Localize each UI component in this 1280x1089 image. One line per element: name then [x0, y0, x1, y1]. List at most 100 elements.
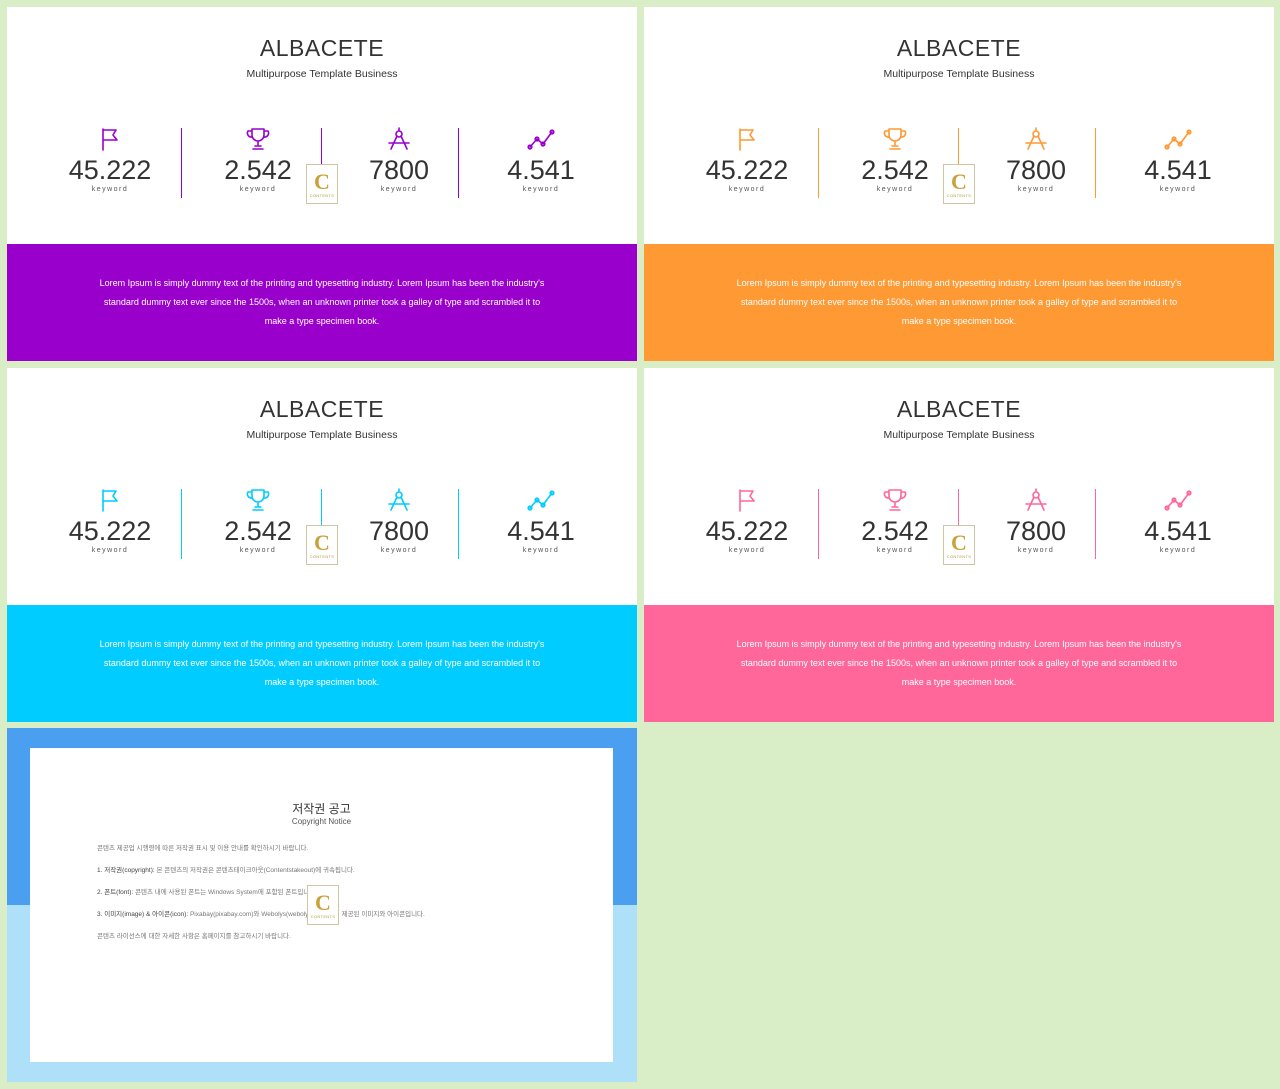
logo-text: CONTENTS: [946, 553, 972, 559]
stat-item: 45.222 keyword: [682, 125, 812, 193]
compass-icon: [971, 486, 1101, 514]
stat-label: keyword: [1159, 186, 1197, 193]
paragraph-text: 콘텐츠 내에 사용된 폰트는 Windows System에 포함된 폰트입니다…: [134, 889, 318, 896]
stat-item: 7800 keyword: [334, 125, 464, 193]
stat-divider: [181, 489, 182, 559]
stat-label: keyword: [239, 547, 277, 554]
logo-letter: C: [314, 529, 330, 555]
stat-label: keyword: [91, 186, 129, 193]
slide-3: ALBACETE Multipurpose Template Business 45…: [7, 368, 637, 722]
trophy-icon: [830, 486, 960, 514]
trophy-icon: [193, 125, 323, 153]
stat-label: keyword: [1017, 186, 1055, 193]
compass-icon: [334, 486, 464, 514]
stat-divider: [958, 489, 959, 559]
flag-icon: [682, 486, 812, 514]
stat-item: 4.541 keyword: [476, 125, 606, 193]
stat-label: keyword: [1159, 547, 1197, 554]
stat-item: 2.542 keyword: [193, 486, 323, 554]
copyright-subtitle: Copyright Notice: [291, 817, 352, 826]
stat-divider: [1095, 489, 1096, 559]
stat-label: keyword: [876, 186, 914, 193]
copyright-paragraph: 1. 저작권(copyright): 본 콘텐츠의 저작권은 콘텐츠테이크아웃(…: [97, 864, 549, 877]
stat-value: 2.542: [861, 155, 929, 185]
copyright-paragraph: 콘텐츠 제공업 시행령에 따른 저작권 표시 및 이용 안내를 확인하시기 바랍…: [97, 842, 549, 855]
stat-label: keyword: [380, 186, 418, 193]
stat-item: 2.542 keyword: [193, 125, 323, 193]
stat-value: 45.222: [68, 155, 152, 185]
slide-title: ALBACETE: [259, 396, 385, 422]
stat-value: 45.222: [705, 516, 789, 546]
paragraph-text: 콘텐츠 제공업 시행령에 따른 저작권 표시 및 이용 안내를 확인하시기 바랍…: [97, 845, 309, 852]
watermark-logo: C CONTENTS: [306, 164, 338, 204]
stat-value: 7800: [368, 155, 430, 185]
stat-item: 45.222 keyword: [45, 125, 175, 193]
logo-letter: C: [315, 889, 331, 915]
watermark-logo: C CONTENTS: [306, 525, 338, 565]
watermark-logo: C CONTENTS: [943, 164, 975, 204]
slide-1: ALBACETE Multipurpose Template Business 45…: [7, 7, 637, 361]
stat-value: 45.222: [705, 155, 789, 185]
logo-text: CONTENTS: [310, 913, 336, 919]
stat-label: keyword: [91, 547, 129, 554]
slide-title: ALBACETE: [896, 35, 1022, 61]
stat-value: 4.541: [1144, 516, 1212, 546]
chart-line-icon: [476, 125, 606, 153]
slide-title: ALBACETE: [259, 35, 385, 61]
stat-value: 2.542: [224, 516, 292, 546]
paragraph-text: 콘텐츠 라이선스에 대한 자세한 사항은 홈페이지를 참고하시기 바랍니다.: [97, 933, 291, 940]
stat-divider: [181, 128, 182, 198]
paragraph-lead: 1. 저작권(copyright):: [97, 867, 155, 874]
chart-line-icon: [1113, 486, 1243, 514]
logo-letter: C: [314, 168, 330, 194]
stat-item: 45.222 keyword: [45, 486, 175, 554]
band-text: Lorem Ipsum is simply dummy text of the …: [99, 278, 545, 326]
flag-icon: [682, 125, 812, 153]
stat-label: keyword: [728, 547, 766, 554]
stat-item: 4.541 keyword: [1113, 125, 1243, 193]
band-text: Lorem Ipsum is simply dummy text of the …: [99, 639, 545, 687]
copyright-slide: 저작권 공고 Copyright Notice 콘텐츠 제공업 시행령에 따른 저작…: [7, 728, 637, 1082]
stat-value: 2.542: [861, 516, 929, 546]
stat-value: 7800: [368, 516, 430, 546]
watermark-logo: C CONTENTS: [943, 525, 975, 565]
color-band: Lorem Ipsum is simply dummy text of the …: [644, 605, 1274, 722]
stat-divider: [818, 489, 819, 559]
color-band: Lorem Ipsum is simply dummy text of the …: [7, 244, 637, 361]
trophy-icon: [193, 486, 323, 514]
paragraph-lead: 2. 폰트(font):: [97, 889, 134, 896]
stat-item: 4.541 keyword: [1113, 486, 1243, 554]
slide-4: ALBACETE Multipurpose Template Business 45…: [644, 368, 1274, 722]
stat-label: keyword: [380, 547, 418, 554]
band-text: Lorem Ipsum is simply dummy text of the …: [736, 278, 1182, 326]
logo-letter: C: [951, 168, 967, 194]
stat-item: 45.222 keyword: [682, 486, 812, 554]
stat-label: keyword: [1017, 547, 1055, 554]
chart-line-icon: [476, 486, 606, 514]
logo-text: CONTENTS: [309, 553, 335, 559]
stat-item: 2.542 keyword: [830, 486, 960, 554]
stat-divider: [458, 128, 459, 198]
compass-icon: [971, 125, 1101, 153]
logo-letter: C: [951, 529, 967, 555]
copyright-title: 저작권 공고: [292, 802, 351, 816]
stat-label: keyword: [522, 547, 560, 554]
trophy-icon: [830, 125, 960, 153]
stat-item: 4.541 keyword: [476, 486, 606, 554]
paragraph-text: 본 콘텐츠의 저작권은 콘텐츠테이크아웃(Contentstakeout)에 귀…: [156, 867, 355, 874]
stat-divider: [321, 489, 322, 559]
stat-divider: [1095, 128, 1096, 198]
flag-icon: [45, 125, 175, 153]
stat-label: keyword: [522, 186, 560, 193]
color-band: Lorem Ipsum is simply dummy text of the …: [7, 605, 637, 722]
chart-line-icon: [1113, 125, 1243, 153]
slide-subtitle: Multipurpose Template Business: [883, 429, 1035, 441]
compass-icon: [334, 125, 464, 153]
stat-divider: [321, 128, 322, 198]
stat-value: 4.541: [507, 516, 575, 546]
stat-item: 7800 keyword: [971, 125, 1101, 193]
color-band: Lorem Ipsum is simply dummy text of the …: [644, 244, 1274, 361]
stat-label: keyword: [728, 186, 766, 193]
stat-value: 45.222: [68, 516, 152, 546]
slide-subtitle: Multipurpose Template Business: [246, 68, 398, 80]
